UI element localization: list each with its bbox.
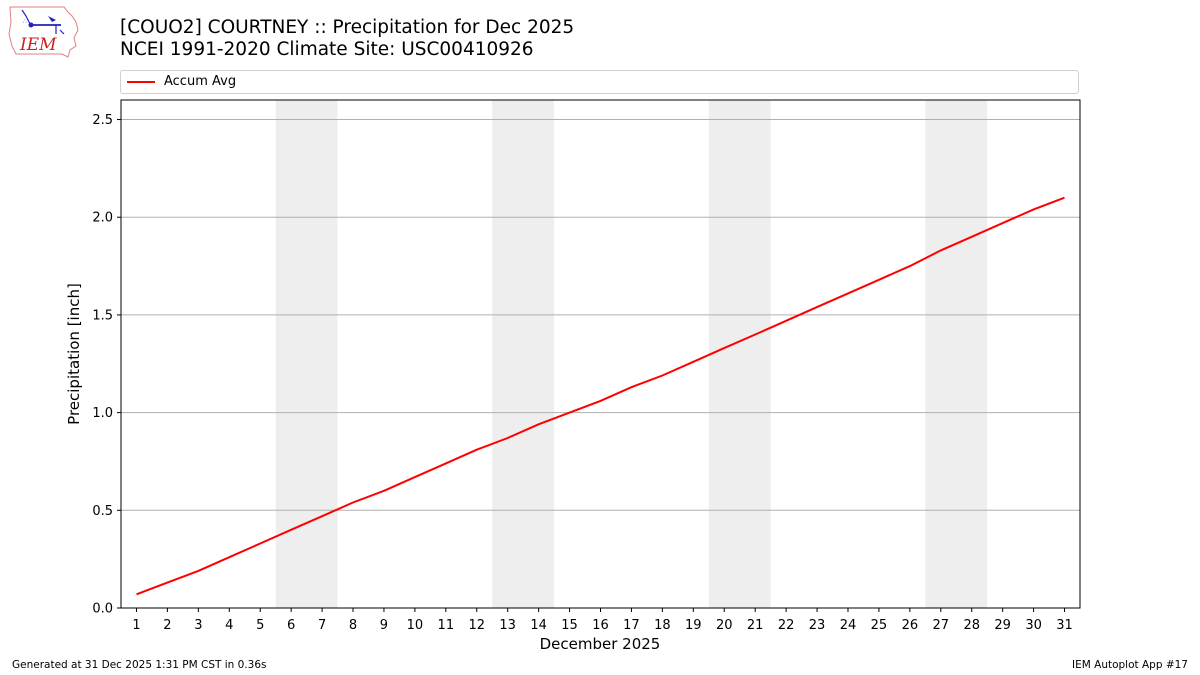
x-tick-label: 15	[561, 618, 578, 633]
x-tick-label: 23	[809, 618, 826, 633]
svg-text:∴: ∴	[23, 18, 27, 25]
y-tick-label: 0.5	[92, 504, 113, 519]
x-tick-label: 24	[840, 618, 857, 633]
x-tick-label: 20	[716, 618, 733, 633]
x-tick-label: 10	[407, 618, 424, 633]
weekend-band	[925, 100, 988, 608]
x-tick-label: 11	[438, 618, 455, 633]
weekend-shading	[275, 100, 988, 608]
title-line-2: NCEI 1991-2020 Climate Site: USC00410926	[120, 39, 534, 60]
x-tick-label: 19	[685, 618, 702, 633]
x-tick-label: 22	[778, 618, 795, 633]
x-tick-label: 26	[902, 618, 919, 633]
x-tick-label: 7	[318, 618, 326, 633]
y-axis-label: Precipitation [inch]	[65, 283, 83, 425]
x-axis-label: December 2025	[540, 635, 661, 653]
x-tick-label: 5	[256, 618, 264, 633]
x-tick-label: 12	[468, 618, 485, 633]
iem-logo: ∴ IEM	[6, 4, 82, 60]
x-tick-label: 27	[933, 618, 950, 633]
x-tick-label: 18	[654, 618, 671, 633]
x-tick-label: 29	[994, 618, 1011, 633]
y-tick-label: 1.0	[92, 406, 113, 421]
x-tick-label: 25	[871, 618, 888, 633]
chart-title: [COUO2] COURTNEY :: Precipitation for De…	[120, 17, 574, 61]
y-axis: 0.0 0.5 1.0 1.5 2.0 2.5	[92, 113, 121, 617]
x-tick-label: 8	[349, 618, 357, 633]
x-tick-label: 6	[287, 618, 295, 633]
legend-label: Accum Avg	[164, 74, 237, 89]
y-tick-label: 1.5	[92, 308, 113, 323]
gridlines	[121, 119, 1080, 511]
legend: Accum Avg	[120, 70, 1079, 94]
weekend-band	[708, 100, 771, 608]
x-tick-label: 16	[592, 618, 609, 633]
x-tick-label: 17	[623, 618, 640, 633]
weekend-band	[492, 100, 555, 608]
y-tick-label: 2.0	[92, 211, 113, 226]
x-tick-label: 13	[499, 618, 516, 633]
iowa-map-icon: ∴ IEM	[8, 6, 79, 58]
x-tick-label: 4	[225, 618, 233, 633]
x-axis: 1 2 3 4 5 6 7 8 9 10 11 12 13 14 15 16 17 18 19 20 21 22 23 24 2…	[132, 608, 1073, 633]
x-tick-label: 14	[530, 618, 547, 633]
app-label: IEM Autoplot App #17	[1072, 659, 1188, 671]
x-tick-label: 1	[132, 618, 140, 633]
x-tick-label: 9	[380, 618, 388, 633]
x-tick-label: 31	[1056, 618, 1073, 633]
x-tick-label: 21	[747, 618, 764, 633]
x-tick-label: 30	[1025, 618, 1042, 633]
generated-timestamp: Generated at 31 Dec 2025 1:31 PM CST in …	[12, 659, 267, 671]
title-line-1: [COUO2] COURTNEY :: Precipitation for De…	[120, 17, 575, 38]
accum-avg-line	[136, 196, 1065, 596]
x-tick-label: 2	[163, 618, 171, 633]
y-tick-label: 2.5	[92, 113, 113, 128]
y-tick-label: 0.0	[92, 602, 113, 617]
svg-text:IEM: IEM	[19, 35, 57, 55]
x-tick-label: 3	[194, 618, 202, 633]
x-tick-label: 28	[963, 618, 980, 633]
legend-line-swatch	[127, 81, 155, 83]
